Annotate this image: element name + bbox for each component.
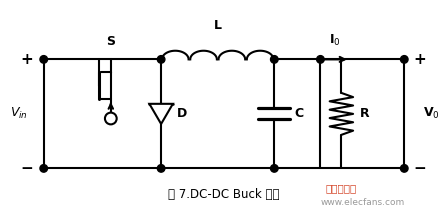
Text: +: + (21, 52, 33, 67)
Text: L: L (214, 19, 222, 32)
Polygon shape (149, 104, 173, 124)
Text: I$_0$: I$_0$ (329, 32, 341, 48)
Text: D: D (177, 107, 187, 120)
Circle shape (317, 56, 324, 63)
Text: V$_0$: V$_0$ (423, 106, 440, 122)
Circle shape (271, 165, 278, 172)
Circle shape (401, 56, 408, 63)
Circle shape (157, 165, 165, 172)
Text: −: − (21, 161, 33, 176)
Circle shape (40, 56, 47, 63)
Text: C: C (294, 107, 304, 120)
Text: 电子发烧友: 电子发烧友 (326, 184, 357, 193)
Text: +: + (414, 52, 426, 67)
Text: 圖 7.DC-DC Buck 電路: 圖 7.DC-DC Buck 電路 (168, 188, 280, 201)
Text: $V_{in}$: $V_{in}$ (9, 106, 27, 122)
Text: www.elecfans.com: www.elecfans.com (320, 198, 405, 207)
Circle shape (401, 165, 408, 172)
Text: S: S (106, 35, 115, 48)
Text: −: − (414, 161, 426, 176)
Circle shape (40, 165, 47, 172)
Text: R: R (360, 107, 370, 120)
Circle shape (271, 56, 278, 63)
Circle shape (105, 113, 116, 124)
Circle shape (157, 56, 165, 63)
